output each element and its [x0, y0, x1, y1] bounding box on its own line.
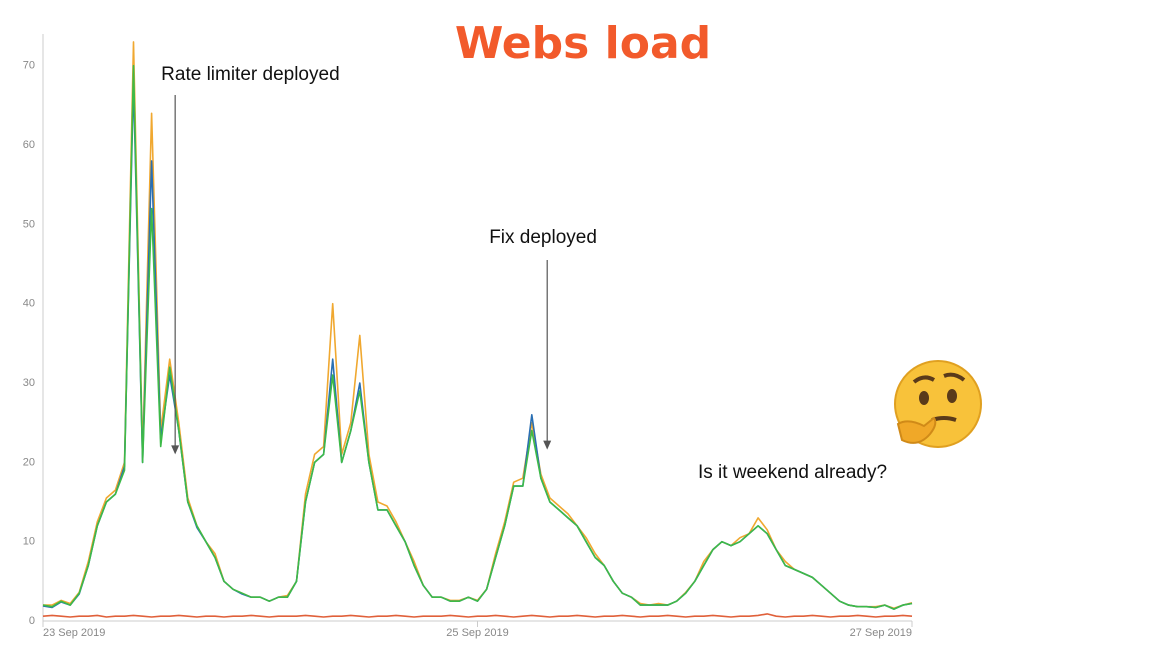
- series-line: [42, 80, 913, 610]
- y-tick-label: 60: [23, 139, 35, 151]
- arrow-head: [543, 440, 552, 450]
- x-tick-label: 23 Sep 2019: [43, 627, 105, 639]
- x-tick-label: 27 Sep 2019: [850, 627, 912, 639]
- series-line: [43, 41, 913, 610]
- annotation-label: Fix deployed: [489, 227, 597, 248]
- arrow-head: [171, 445, 180, 455]
- annotation-label: Rate limiter deployed: [161, 64, 339, 85]
- annotation-label: Is it weekend already?: [698, 462, 887, 483]
- chart-title: Webs load: [455, 18, 711, 69]
- x-tick-label: 25 Sep 2019: [446, 627, 508, 639]
- y-tick-label: 20: [23, 456, 35, 468]
- thinking-face: [894, 360, 982, 448]
- series-line: [42, 64, 913, 610]
- y-tick-label: 40: [23, 298, 35, 310]
- y-tick-label: 30: [23, 377, 35, 389]
- y-tick-label: 50: [23, 218, 35, 230]
- series-line: [42, 613, 913, 618]
- y-tick-label: 70: [23, 60, 35, 72]
- y-tick-label: 10: [23, 536, 35, 548]
- y-tick-label: 0: [29, 615, 35, 627]
